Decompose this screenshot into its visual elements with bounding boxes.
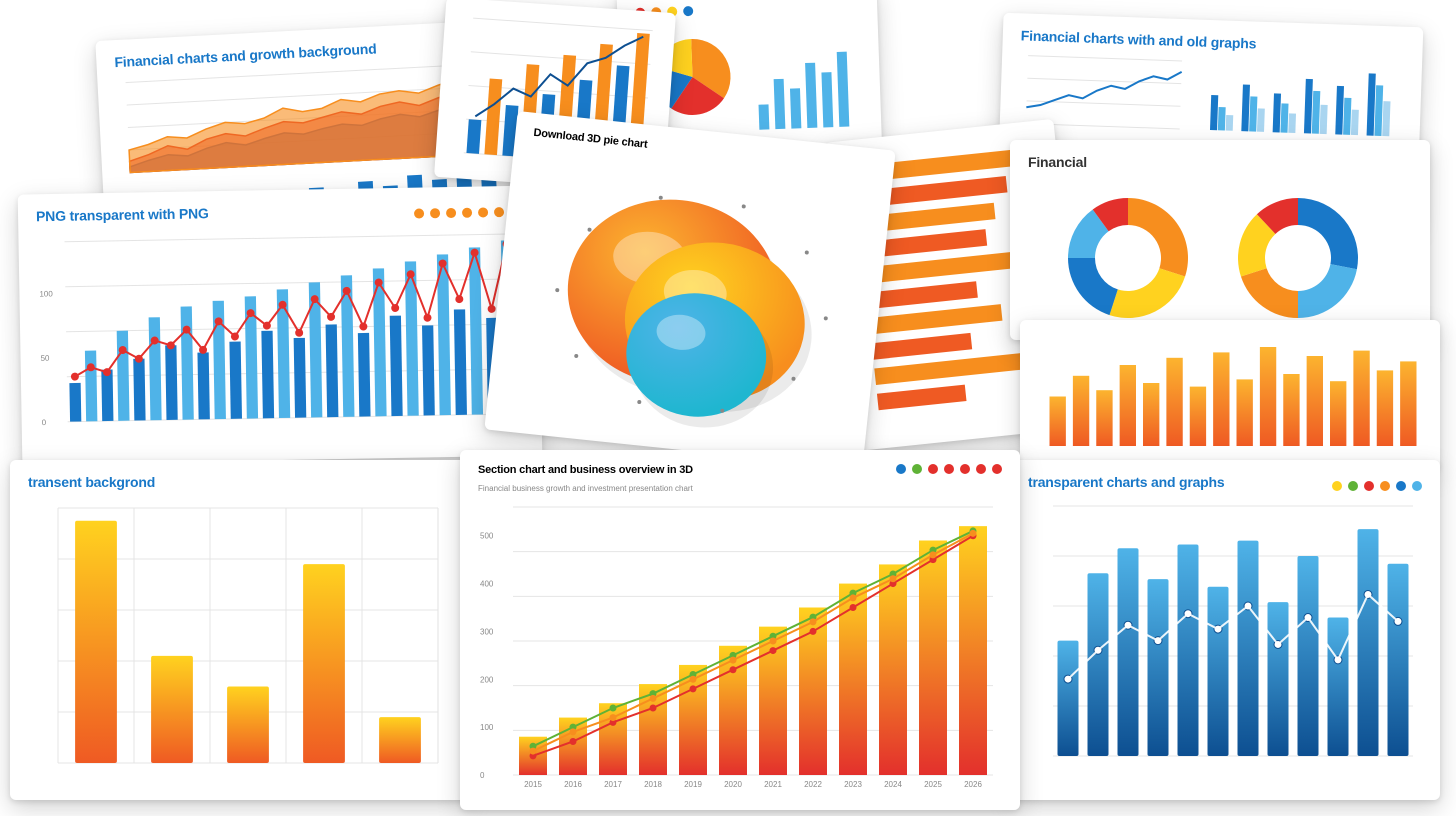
svg-text:2017: 2017 <box>604 780 622 789</box>
svg-text:500: 500 <box>480 532 494 541</box>
sheet-bottom-center: Section chart and business overview in 3… <box>460 450 1020 810</box>
svg-text:50: 50 <box>40 354 50 363</box>
sheet-donuts-title: Financial <box>1028 154 1412 170</box>
svg-text:2015: 2015 <box>524 780 542 789</box>
svg-text:2018: 2018 <box>644 780 662 789</box>
sheet-center-pie: Download 3D pie chart <box>484 111 895 469</box>
sheet-mid-left: PNG transparent with PNG 0 50 100 <box>18 185 543 464</box>
sheet-bot-right-title: transparent charts and graphs <box>1028 474 1224 490</box>
mid-left-legend <box>414 207 520 219</box>
svg-text:2020: 2020 <box>724 780 742 789</box>
svg-text:2016: 2016 <box>564 780 582 789</box>
svg-text:100: 100 <box>480 723 494 732</box>
chart-growth: 0 100 200 300 400 500 2015 2016 2017 2018 2019 2020… <box>478 499 1002 799</box>
svg-text:100: 100 <box>39 289 53 298</box>
chart-grouped-bars <box>1201 58 1404 145</box>
svg-text:2019: 2019 <box>684 780 702 789</box>
sheet-mid-left-title: PNG transparent with PNG <box>36 205 209 224</box>
svg-text:2025: 2025 <box>924 780 942 789</box>
sheet-donuts: Financial <box>1010 140 1430 340</box>
svg-text:2022: 2022 <box>804 780 822 789</box>
chart-donuts <box>1028 178 1412 328</box>
svg-text:300: 300 <box>480 627 494 636</box>
svg-text:2021: 2021 <box>764 780 782 789</box>
sheet-bot-center-sub: Financial business growth and investment… <box>478 484 693 493</box>
chart-bars-line: 0 50 100 <box>36 224 524 442</box>
svg-text:2024: 2024 <box>884 780 902 789</box>
sheet-bot-left-title: transent backgrond <box>28 474 452 490</box>
svg-text:0: 0 <box>42 418 47 427</box>
chart-big-bars <box>28 498 452 788</box>
bot-right-legend <box>1332 481 1422 491</box>
svg-text:2023: 2023 <box>844 780 862 789</box>
chart-3d-discs <box>504 147 874 451</box>
svg-text:400: 400 <box>480 580 494 589</box>
sheet-bottom-left: transent backgrond <box>10 460 470 800</box>
svg-text:0: 0 <box>480 771 485 780</box>
svg-text:200: 200 <box>480 675 494 684</box>
sheet-top-right-title: Financial charts with and old graphs <box>1021 27 1405 56</box>
sheet-bot-center-title: Section chart and business overview in 3… <box>478 464 693 476</box>
bot-center-legend <box>896 464 1002 474</box>
sheet-bottom-right: transparent charts and graphs <box>1010 460 1440 800</box>
svg-text:2026: 2026 <box>964 780 982 789</box>
sheet-orange-bars <box>1020 320 1440 470</box>
chart-blue-bars <box>1028 498 1422 778</box>
chart-orange-bars <box>1038 334 1422 454</box>
